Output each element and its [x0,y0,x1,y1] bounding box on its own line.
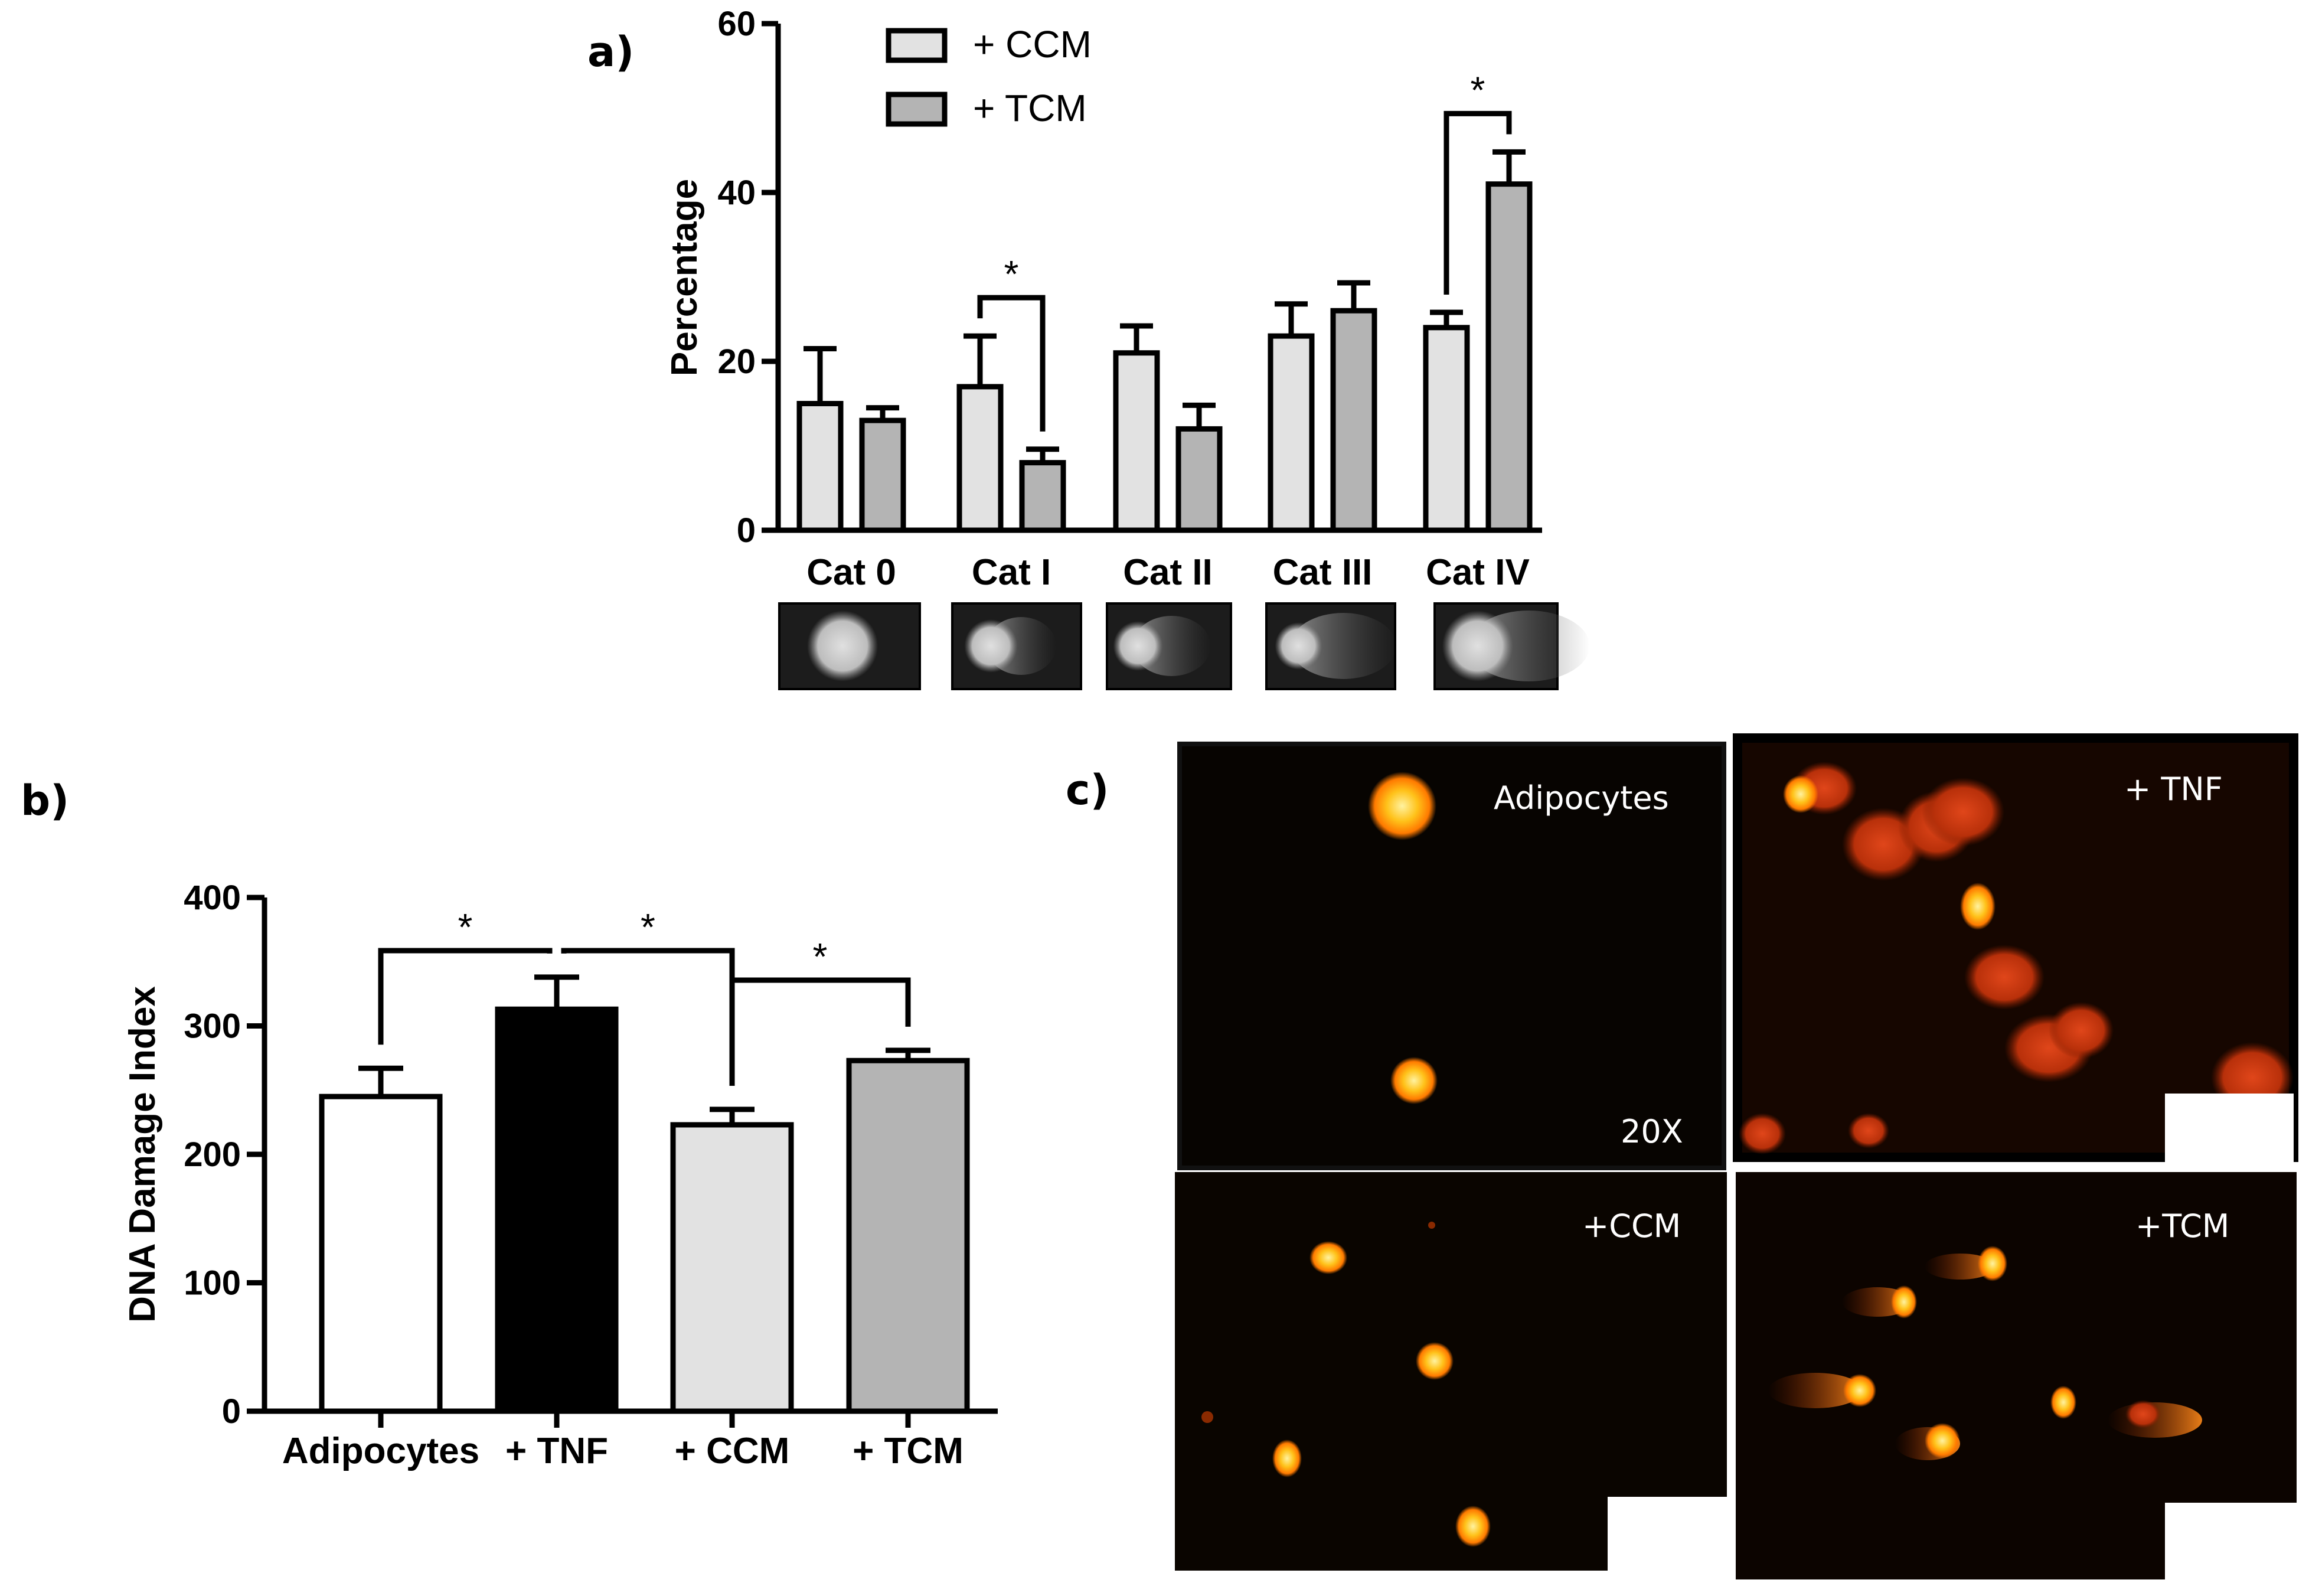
micrograph-tnf: + TNF [1733,733,2298,1185]
y-tick-label-a: 40 [717,174,756,212]
significance-bracket-a [977,295,1046,432]
legend-label-a: + CCM [973,23,1092,66]
bar-b [670,1122,794,1414]
bar-a [1268,333,1315,533]
micrograph-ccm: +CCM [1175,1172,1729,1579]
chart-a: 0 20 40 60 Percentage Cat 0 Cat I Cat II Cat III… [664,5,1542,593]
comet-head [1442,611,1513,681]
category-label-a: Cat III [1273,552,1373,593]
category-label-b: + TCM [853,1431,964,1471]
legend-label-a: + TCM [973,87,1087,129]
y-axis-title-a: Percentage [664,179,705,376]
category-label-a: Cat 0 [806,552,896,593]
micrograph-tnf-label: + TNF [2124,771,2223,808]
panel-label-a: a) [587,28,634,76]
category-label-b: + TNF [505,1431,608,1471]
comet-head [964,619,1018,673]
comet-head [1275,622,1322,670]
comet-thumbnails [778,602,1590,690]
legend-swatch-a [886,28,948,63]
category-label-b: + CCM [675,1431,790,1471]
y-tick-label-b: 300 [184,1007,241,1046]
category-label-a: Cat I [972,552,1051,593]
micrograph-adipocytes: Adipocytes 20X [1177,742,1726,1170]
micrograph-adipocytes-label: Adipocytes [1494,779,1669,817]
y-tick-label-a: 20 [717,342,756,381]
comet-head [807,611,878,681]
comet-tail [1290,613,1397,679]
y-tick-label-b: 100 [184,1264,241,1303]
significance-bracket-b [378,948,553,1045]
significance-star-a: * [1471,68,1485,111]
bar-a [1330,308,1377,533]
panel-label-b: b) [21,776,69,825]
bar-a [1175,426,1223,533]
y-tick-label-a: 0 [737,511,756,550]
chart-b: 0 100 200 300 400 DNA Damage Index Adipocytes +… [122,879,998,1471]
bar-b [495,1006,619,1414]
bar-a [956,384,1004,533]
significance-bracket-a [1443,110,1512,295]
significance-star-b: * [813,935,828,978]
category-label-b: Adipocytes [282,1431,479,1471]
y-tick-label-b: 0 [222,1392,241,1431]
category-label-a: Cat II [1123,552,1213,593]
bar-a [1113,350,1160,533]
bar-a [796,401,844,533]
bar-a [1485,181,1533,533]
y-tick-label-b: 400 [184,879,241,917]
micrograph-ccm-label: +CCM [1582,1207,1681,1245]
bar-a [859,417,906,533]
significance-star-b: * [641,906,655,948]
significance-bracket-b [729,977,911,1086]
y-tick-label-a: 60 [717,5,756,43]
bar-a [1019,460,1066,533]
bar-a [1423,325,1470,533]
comet-head [1113,621,1163,671]
micrograph-magnification-label: 20X [1621,1113,1683,1150]
bar-b [319,1094,443,1414]
legend-swatch-a [886,92,948,127]
panel-label-c: c) [1066,766,1109,814]
y-tick-label-b: 200 [184,1135,241,1174]
y-axis-title-b: DNA Damage Index [122,986,163,1323]
bar-b [846,1058,970,1414]
category-label-a: Cat IV [1426,552,1530,593]
significance-star-a: * [1004,253,1019,295]
micrograph-tcm: +TCM [1736,1172,2298,1582]
micrograph-tcm-label: +TCM [2135,1207,2229,1245]
significance-star-b: * [458,906,473,948]
